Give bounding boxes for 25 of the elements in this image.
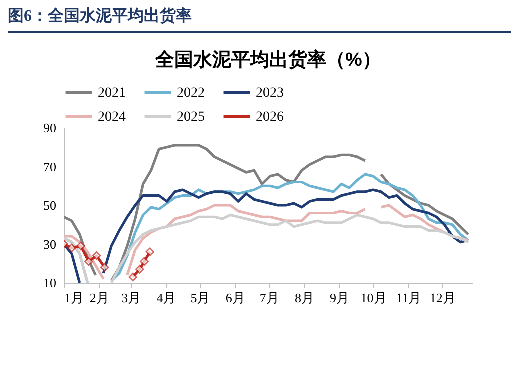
x-tick-label: 11月 bbox=[396, 290, 422, 306]
x-tick-label: 6月 bbox=[226, 290, 246, 306]
x-tick-label: 2月 bbox=[90, 290, 110, 306]
y-tick-label: 50 bbox=[44, 198, 56, 213]
legend-label: 2022 bbox=[177, 86, 205, 101]
legend-label: 2025 bbox=[177, 110, 205, 125]
x-tick-label: 7月 bbox=[260, 290, 280, 306]
y-tick-label: 70 bbox=[44, 159, 56, 174]
legend-label: 2023 bbox=[256, 86, 284, 101]
x-tick-label: 1月 bbox=[64, 290, 84, 306]
y-tick-label: 30 bbox=[44, 236, 56, 252]
x-tick-label: 3月 bbox=[122, 290, 142, 306]
x-tick-label: 5月 bbox=[190, 290, 210, 306]
legend-label: 2021 bbox=[98, 86, 126, 101]
chart-subtitle: 全国水泥平均出货率（%） bbox=[154, 49, 382, 71]
x-tick-label: 10月 bbox=[360, 290, 387, 306]
legend-label: 2024 bbox=[98, 110, 126, 125]
y-tick-label: 10 bbox=[44, 276, 56, 290]
x-tick-label: 12月 bbox=[430, 290, 456, 306]
x-tick-label: 8月 bbox=[294, 290, 314, 306]
x-tick-label: 9月 bbox=[330, 290, 350, 306]
x-tick-label: 4月 bbox=[156, 290, 176, 306]
chart-title: 图6：全国水泥平均出货率 bbox=[8, 4, 511, 33]
y-tick-label: 90 bbox=[44, 120, 56, 136]
legend-label: 2026 bbox=[256, 110, 284, 125]
